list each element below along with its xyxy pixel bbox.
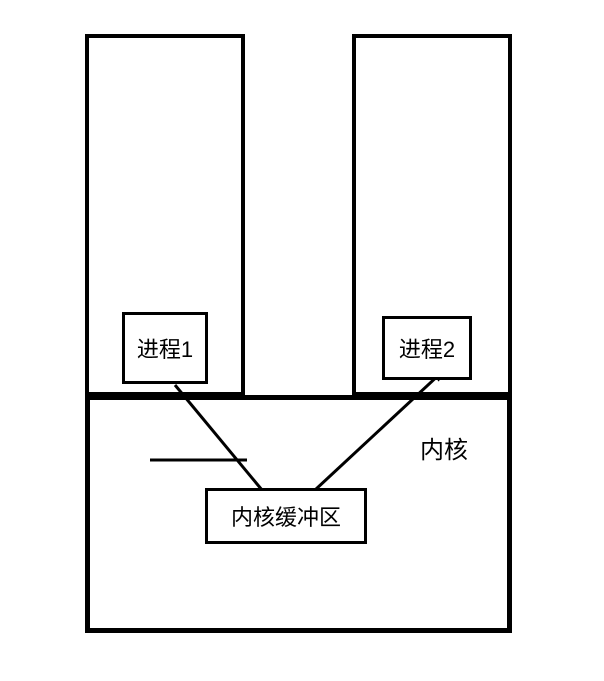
kernel-buffer-box: 内核缓冲区: [205, 488, 367, 544]
process-2-box: 进程2: [382, 316, 472, 380]
process-1-box: 进程1: [122, 312, 208, 384]
process-2-label: 进程2: [399, 332, 455, 364]
kernel-buffer-label: 内核缓冲区: [231, 500, 341, 532]
kernel-label: 内核: [420, 430, 468, 465]
process-1-label: 进程1: [137, 332, 193, 364]
ipc-diagram: 进程1 进程2 内核缓冲区 内核: [0, 0, 604, 681]
